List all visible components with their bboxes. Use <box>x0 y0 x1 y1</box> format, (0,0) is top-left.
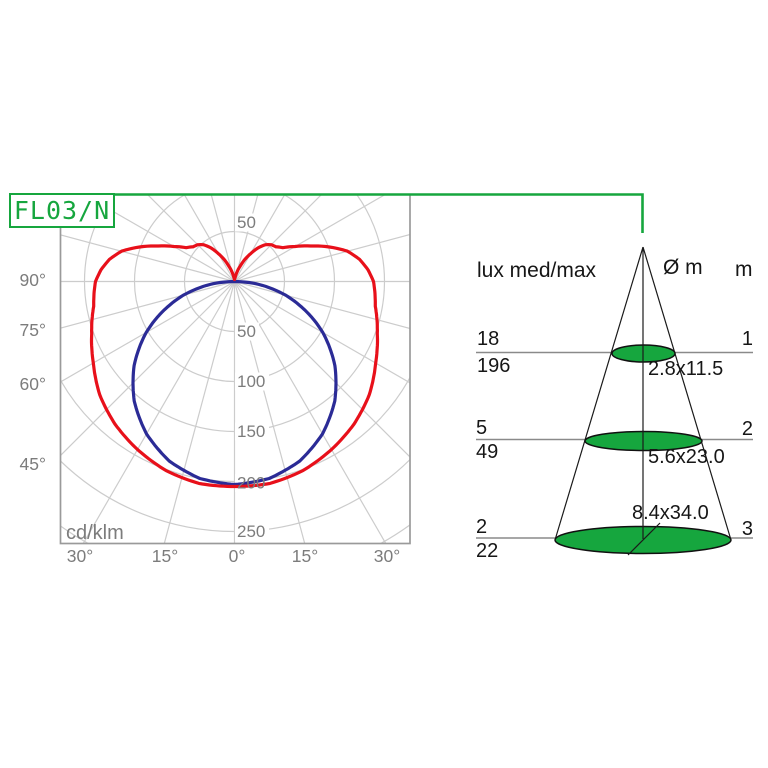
cone-edge-left <box>554 246 644 541</box>
angle-label-bottom-30: 30° <box>373 546 401 566</box>
row2-lux-med: 5 <box>476 417 488 439</box>
radial-tick-label: 50 <box>237 213 256 232</box>
radial-tick-label: 200 <box>237 474 265 493</box>
narrow-plane-curve <box>131 279 338 487</box>
angle-label-bottom-n15: 15° <box>151 546 179 566</box>
row1-lux-max: 196 <box>477 355 511 377</box>
row2-beam-size: 5.6x23.0 <box>648 446 725 468</box>
tick-label-halo <box>235 422 269 441</box>
cone-edge-right <box>642 246 732 541</box>
tick-label-halo <box>235 372 269 391</box>
row1-beam-size: 2.8x11.5 <box>648 358 724 380</box>
radial-tick-label: 250 <box>237 522 265 541</box>
connector-line <box>112 193 644 233</box>
radial-tick-label: 150 <box>237 422 265 441</box>
row3-beam-size: 8.4x34.0 <box>632 502 709 524</box>
row1-distance: 1 <box>741 328 753 350</box>
cone-diagram <box>476 246 753 556</box>
angle-label-bottom-15: 15° <box>291 546 319 566</box>
diameter-header: Ø m <box>663 256 703 279</box>
row3-lux-med: 2 <box>476 516 488 538</box>
beam-leader-line <box>627 522 661 556</box>
product-code-box: FL03/N <box>9 193 115 228</box>
angle-label-left-75: 75° <box>19 320 46 340</box>
angle-label-left-60: 60° <box>19 374 46 394</box>
row3-lux-max: 22 <box>476 540 499 562</box>
row1-lux-med: 18 <box>477 328 500 350</box>
tick-label-halo <box>235 213 259 232</box>
tick-label-halo <box>235 522 269 541</box>
row3-distance: 3 <box>741 518 753 540</box>
product-code: FL03/N <box>13 196 111 225</box>
lux-header: lux med/max <box>477 259 597 282</box>
wide-plane-curve <box>89 243 380 489</box>
tick-label-halo <box>235 322 259 341</box>
angle-label-bottom-0: 0° <box>228 546 246 566</box>
angle-label-bottom-n30: 30° <box>66 546 94 566</box>
unit-label: cd/klm <box>66 522 124 544</box>
radial-tick-label: 100 <box>237 372 265 391</box>
row2-distance: 2 <box>741 418 753 440</box>
distance-header: m <box>735 258 753 281</box>
angle-label-left-45: 45° <box>19 454 46 474</box>
radial-tick-label: 50 <box>237 322 256 341</box>
angle-label-left-90: 90° <box>19 270 46 290</box>
row2-lux-max: 49 <box>476 441 499 463</box>
